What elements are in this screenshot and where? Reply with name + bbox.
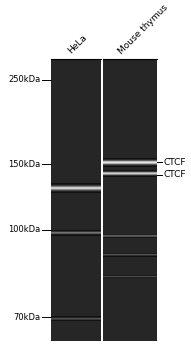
Text: HeLa: HeLa (66, 33, 88, 56)
Text: CTCF: CTCF (163, 170, 186, 180)
Bar (51, 59, 101, 341)
Text: CTCF: CTCF (163, 158, 186, 167)
Text: 100kDa: 100kDa (8, 225, 40, 234)
Text: Mouse thymus: Mouse thymus (116, 2, 169, 56)
Text: 150kDa: 150kDa (8, 160, 40, 168)
Text: 250kDa: 250kDa (8, 75, 40, 84)
Text: 70kDa: 70kDa (13, 313, 40, 322)
Bar (103, 59, 157, 341)
